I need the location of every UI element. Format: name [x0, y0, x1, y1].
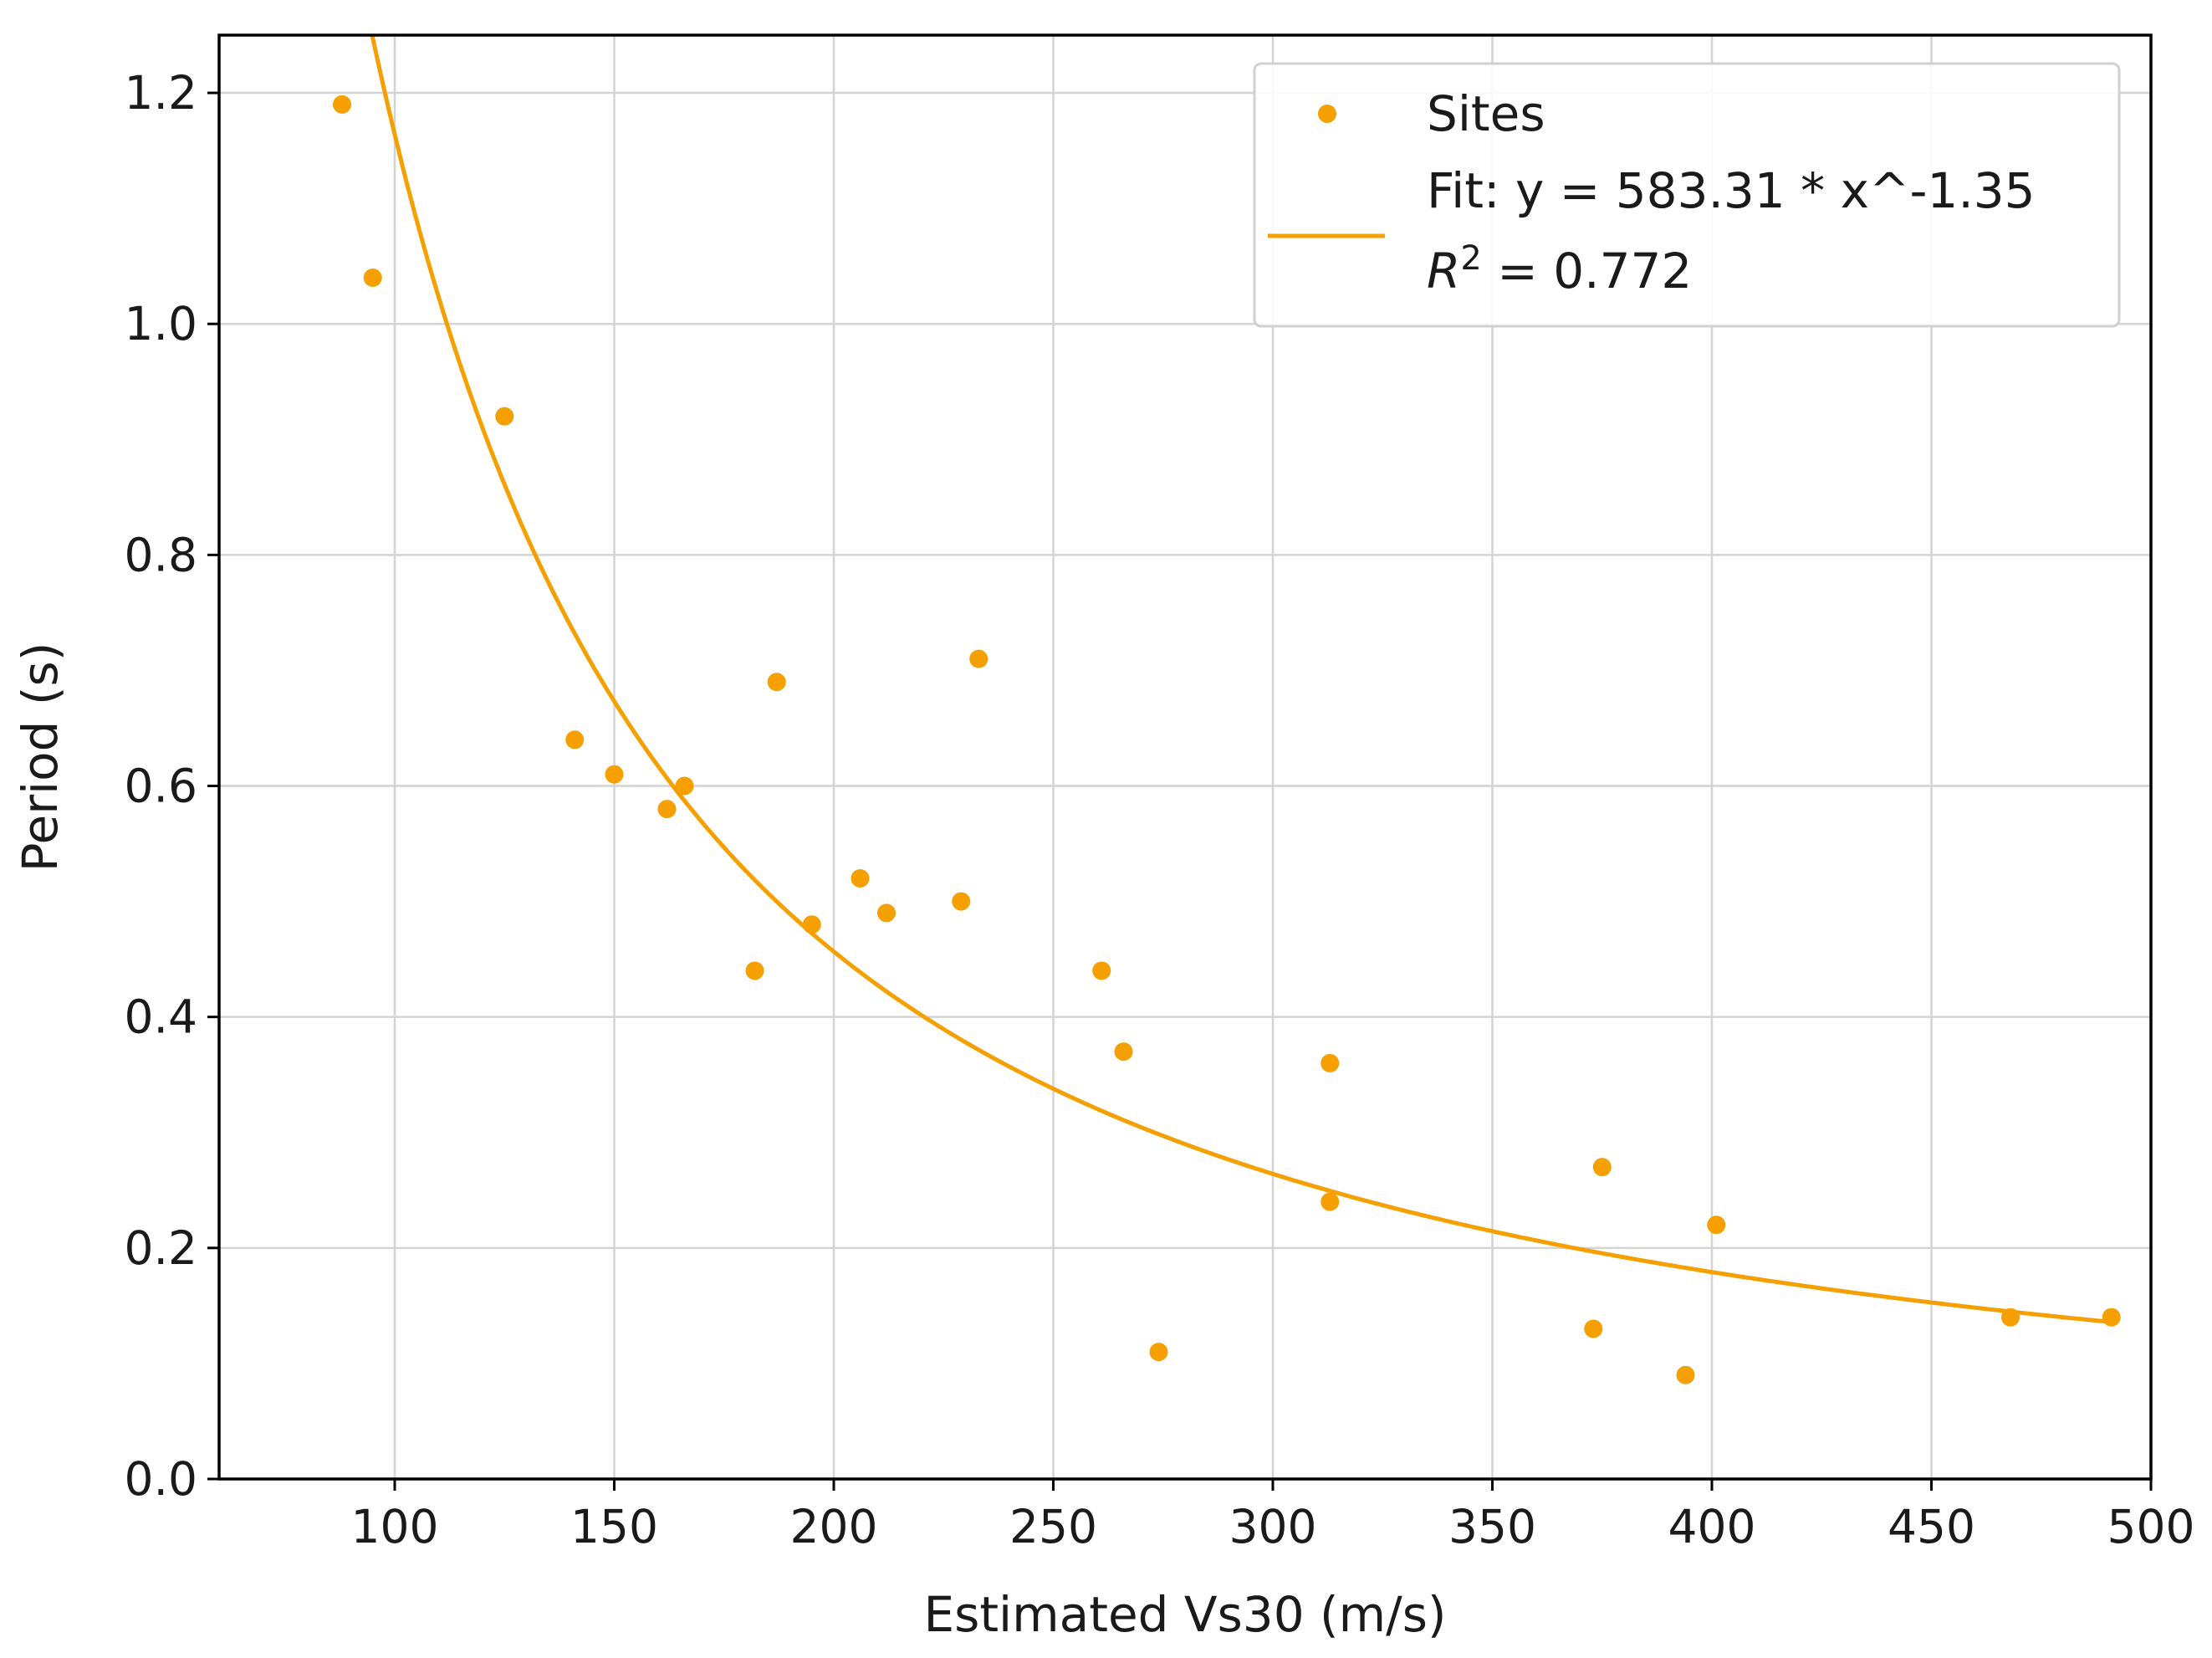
- data-point: [851, 868, 870, 888]
- fit-curve: [370, 34, 2112, 1324]
- ticks: 100 150 200 250 300 350 400 450 500 0.0 0.2 0.4 0.6 0…: [125, 66, 2195, 1553]
- data-point: [745, 961, 764, 980]
- x-axis-label: Estimated Vs30 (m/s): [923, 1586, 1446, 1643]
- data-point: [1592, 1158, 1612, 1177]
- legend-label-fit: Fit: y = 583.31 * x^-1.35: [1427, 162, 2036, 219]
- legend: Sites Fit: y = 583.31 * x^-1.35 R2 = 0.7…: [1253, 62, 2121, 328]
- y-tick-label: 0.6: [125, 760, 197, 813]
- legend-marker-sites: [1318, 105, 1336, 123]
- x-tick-label: 350: [1448, 1500, 1536, 1553]
- data-point: [1149, 1343, 1168, 1362]
- data-point: [565, 730, 585, 750]
- x-tick-label: 300: [1229, 1500, 1317, 1553]
- x-tick-label: 150: [570, 1500, 658, 1553]
- data-point: [1321, 1053, 1340, 1072]
- data-point: [333, 95, 351, 114]
- x-tick-label: 400: [1668, 1500, 1756, 1553]
- data-point: [952, 892, 971, 911]
- x-tick-label: 450: [1888, 1500, 1975, 1553]
- data-point: [1584, 1319, 1603, 1338]
- data-point: [605, 765, 624, 784]
- plot-frame: [217, 33, 2153, 1481]
- data-point: [969, 649, 989, 668]
- data-point: [363, 268, 382, 287]
- y-tick-label: 1.0: [125, 297, 197, 351]
- y-axis-label: Period (s): [12, 642, 69, 872]
- y-tick-label: 0.0: [125, 1452, 197, 1506]
- x-tick-label: 200: [790, 1500, 878, 1553]
- y-tick-label: 0.4: [125, 990, 197, 1044]
- data-point: [675, 776, 694, 796]
- points-layer: [333, 95, 2121, 1384]
- y-tick-label: 1.2: [125, 66, 197, 120]
- legend-label-r2: R2 = 0.772: [1427, 239, 1692, 299]
- y-tick-label: 0.8: [125, 528, 197, 581]
- data-point: [877, 903, 896, 923]
- x-tick-label: 250: [1009, 1500, 1097, 1553]
- data-point: [802, 915, 821, 934]
- data-point: [1092, 961, 1111, 980]
- y-tick-label: 0.2: [125, 1221, 197, 1275]
- data-point: [1321, 1192, 1340, 1211]
- fit-layer: [370, 34, 2112, 1324]
- data-point: [2102, 1307, 2121, 1327]
- data-point: [1707, 1215, 1726, 1235]
- data-point: [2001, 1307, 2020, 1327]
- x-tick-label: 500: [2107, 1500, 2195, 1553]
- data-point: [657, 800, 677, 819]
- data-point: [1114, 1042, 1133, 1062]
- data-point: [1676, 1365, 1695, 1384]
- data-point: [495, 407, 514, 426]
- legend-box: [1253, 62, 2121, 328]
- legend-label-sites: Sites: [1427, 85, 1545, 142]
- data-point: [767, 673, 786, 692]
- x-tick-label: 100: [351, 1500, 439, 1553]
